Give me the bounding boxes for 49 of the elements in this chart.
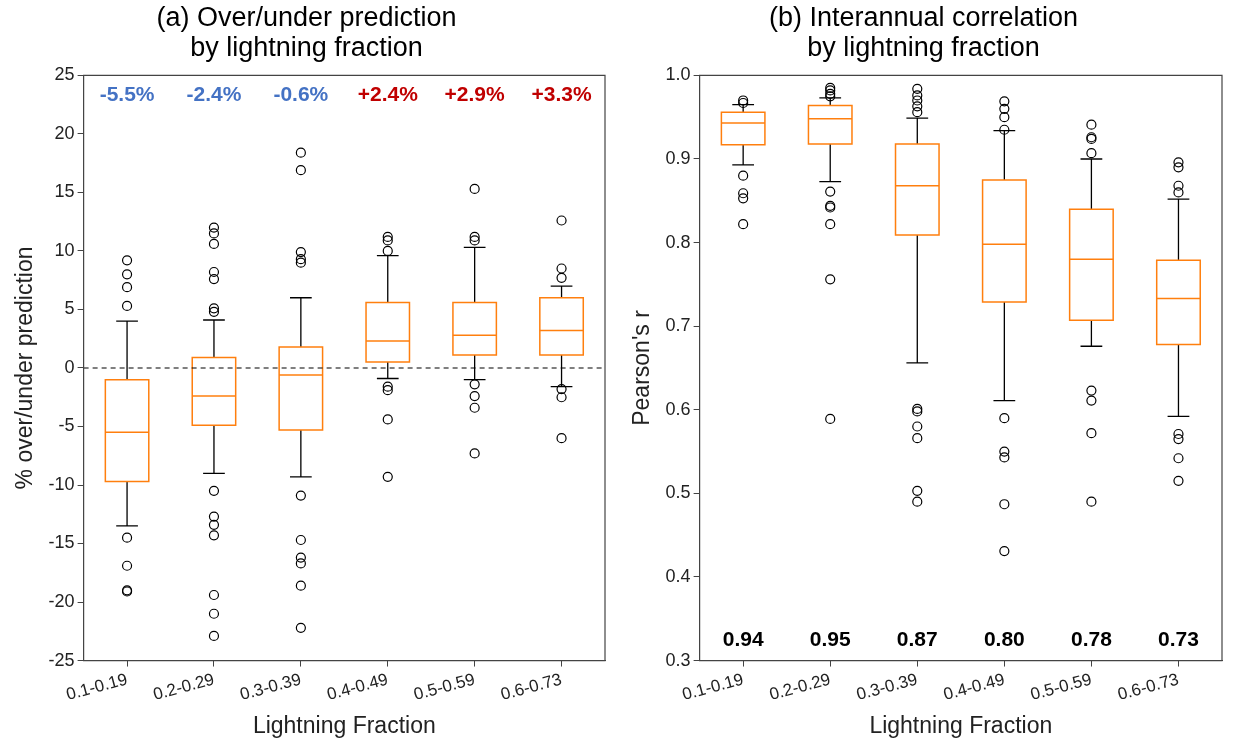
y-tick-label: 5 (64, 298, 75, 319)
y-tick-label: 15 (54, 181, 75, 202)
y-tick-label: 0.3 (665, 649, 691, 670)
x-tick-label: 0.2-0.29 (151, 669, 217, 704)
x-tick-label: 0.3-0.39 (854, 669, 920, 704)
y-axis-title: % over/under prediction (11, 246, 38, 490)
x-tick-label: 0.2-0.29 (767, 669, 833, 704)
y-tick-label: 10 (54, 239, 75, 260)
y-tick-label: 0.7 (665, 315, 691, 336)
chart-title: (b) Interannual correlation by lightning fraction (768, 2, 1079, 62)
chart-title: (a) Over/under prediction by lightning fraction (156, 2, 457, 62)
y-tick-label: 20 (54, 122, 75, 143)
annotation: 0.73 (1158, 627, 1199, 651)
y-tick-label: 25 (54, 64, 75, 85)
y-tick-label: 0.5 (665, 482, 691, 503)
y-tick-label: 0.4 (665, 565, 691, 586)
y-tick-label: -5 (58, 415, 75, 436)
x-tick-label: 0.3-0.39 (237, 669, 304, 704)
y-tick-label: -15 (48, 532, 75, 553)
x-tick-label: 0.6-0.73 (1115, 669, 1181, 704)
x-axis-title: Lightning Fraction (252, 711, 436, 738)
y-tick-label: 0.9 (665, 147, 691, 168)
y-tick-label: 0.6 (665, 398, 691, 419)
annotation: -2.4% (186, 82, 242, 106)
x-tick-label: 0.1-0.19 (680, 669, 746, 704)
x-tick-label: 0.4-0.49 (941, 669, 1007, 704)
annotation: +2.4% (357, 82, 419, 106)
y-tick-label: -20 (48, 591, 75, 611)
y-tick-label: 1.0 (665, 64, 691, 85)
y-axis-title: Pearson's r (628, 309, 655, 426)
annotation: 0.78 (1070, 627, 1113, 651)
x-tick-label: 0.6-0.73 (498, 669, 564, 704)
annotation: +2.9% (444, 82, 506, 106)
annotation: 0.87 (896, 627, 938, 651)
x-tick-label: 0.5-0.59 (1028, 669, 1094, 704)
x-axis-title: Lightning Fraction (869, 711, 1053, 738)
annotation: +3.3% (531, 82, 592, 106)
y-tick-label: 0 (64, 356, 75, 377)
annotation: 0.80 (983, 627, 1025, 651)
y-tick-label: 0.8 (665, 231, 691, 252)
annotation: 0.94 (722, 627, 764, 651)
annotation: -0.6% (273, 82, 329, 106)
y-tick-label: -25 (48, 649, 75, 670)
y-tick-label: -10 (48, 473, 75, 494)
annotation: 0.95 (809, 627, 851, 651)
x-tick-label: 0.1-0.19 (64, 669, 130, 704)
x-tick-label: 0.4-0.49 (324, 669, 391, 704)
annotation: -5.5% (99, 82, 155, 106)
x-tick-label: 0.5-0.59 (411, 669, 477, 704)
